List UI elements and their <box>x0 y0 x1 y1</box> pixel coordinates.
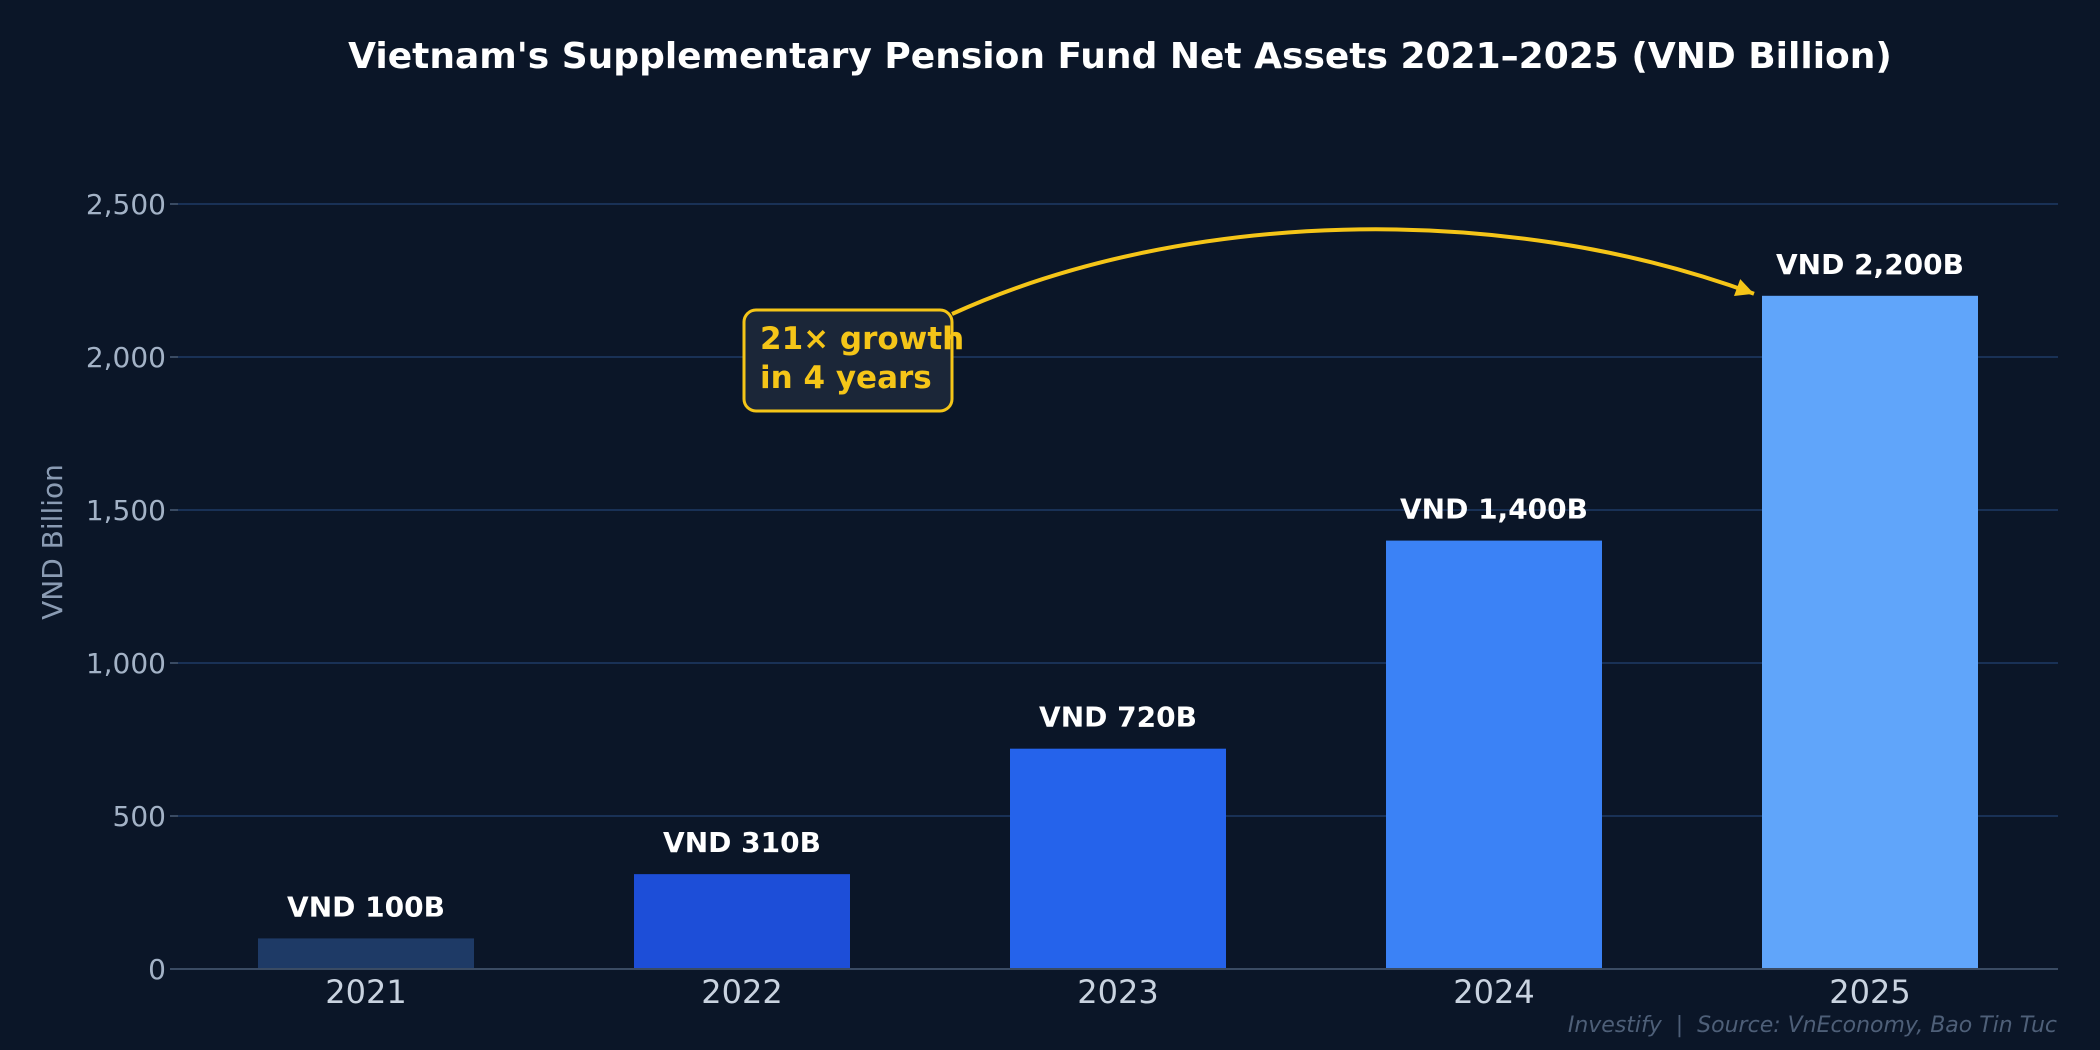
data-label: VND 1,400B <box>1400 493 1588 526</box>
y-tick-label: 1,000 <box>86 647 166 680</box>
x-tick-label: 2022 <box>701 973 782 1011</box>
labels-layer: VND 100B 2021 VND 310B 2022 VND 720B 2023 VND … <box>287 248 1964 1011</box>
data-label: VND 2,200B <box>1776 248 1964 281</box>
data-label: VND 100B <box>287 890 445 923</box>
data-label: VND 720B <box>1039 701 1197 734</box>
bar-2022 <box>634 874 850 969</box>
y-tick-label: 0 <box>148 953 166 986</box>
x-tick-label: 2023 <box>1077 973 1158 1011</box>
y-tick-label: 2,500 <box>86 188 166 221</box>
annotation-box <box>742 308 954 413</box>
bar-2021 <box>258 938 474 969</box>
annotation-arrow <box>951 227 1755 316</box>
bar-2023 <box>1010 748 1226 969</box>
annotation-line-1: 21× growth <box>760 321 964 357</box>
annotation-arrowhead <box>1733 279 1754 297</box>
y-tick-label: 2,000 <box>86 341 166 374</box>
x-tick-label: 2024 <box>1453 973 1534 1011</box>
grid-layer: 0 500 1,000 1,500 2,000 2,500 <box>86 188 2058 986</box>
bar-2024 <box>1386 540 1602 969</box>
bar-2025 <box>1762 295 1978 969</box>
chart-title: Vietnam's Supplementary Pension Fund Net… <box>348 36 1892 77</box>
source-footer: Investify | Source: VnEconomy, Bao Tin T… <box>1568 1013 2057 1038</box>
x-tick-label: 2021 <box>325 973 406 1011</box>
annotation-line-2: in 4 years <box>760 360 932 396</box>
y-tick-label: 1,500 <box>86 494 166 527</box>
y-axis-label: VND Billion <box>36 464 69 620</box>
x-tick-label: 2025 <box>1829 973 1910 1011</box>
data-label: VND 310B <box>663 826 821 859</box>
y-tick-label: 500 <box>113 800 166 833</box>
annotation: 21× growth in 4 years <box>742 308 964 413</box>
bars-layer <box>258 295 1978 969</box>
